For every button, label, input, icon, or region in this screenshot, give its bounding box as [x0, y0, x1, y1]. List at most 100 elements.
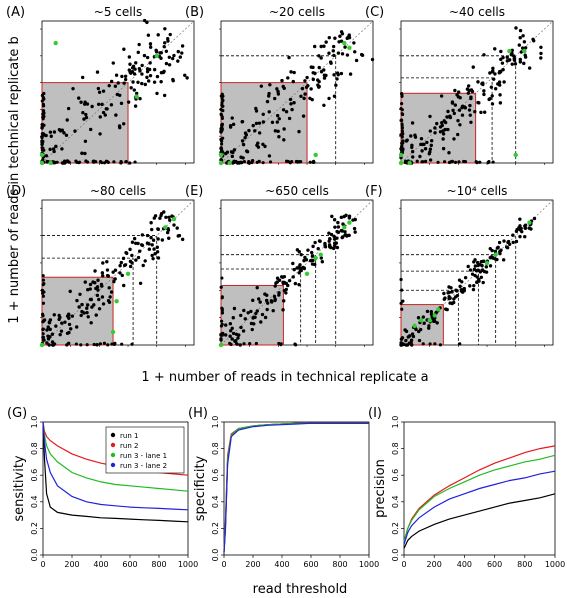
data-point: [69, 327, 73, 331]
data-point: [155, 74, 160, 79]
legend-marker: [110, 452, 116, 458]
data-point: [518, 28, 523, 33]
data-point: [100, 295, 105, 299]
data-point: [292, 70, 296, 75]
data-point: [498, 69, 502, 74]
outlier-point: [484, 260, 490, 266]
plot-frame: [400, 199, 554, 346]
data-point: [493, 257, 497, 261]
data-point: [340, 32, 345, 36]
data-point: [129, 86, 133, 90]
data-point: [170, 214, 174, 218]
data-point: [327, 35, 332, 40]
plot-frame: [42, 421, 189, 556]
data-point: [455, 293, 460, 298]
data-point: [259, 84, 264, 88]
data-point: [123, 74, 128, 78]
data-point: [118, 271, 122, 275]
data-point: [399, 301, 403, 306]
data-point: [425, 140, 429, 145]
data-point: [127, 55, 132, 59]
outlier-point: [110, 329, 116, 335]
data-point: [95, 293, 100, 298]
data-point: [137, 42, 141, 47]
data-point: [118, 125, 122, 130]
data-point: [475, 260, 480, 265]
data-point: [109, 103, 114, 107]
data-point: [282, 274, 287, 279]
x-tick-label: 600: [122, 560, 137, 569]
data-point: [263, 315, 268, 320]
data-point: [41, 117, 45, 121]
data-point: [302, 258, 306, 263]
data-point: [48, 318, 53, 322]
y-axis-label: sensitivity: [12, 455, 27, 522]
data-point: [145, 233, 150, 238]
data-point: [319, 56, 323, 60]
y-tick-label: 1.0: [211, 416, 220, 429]
data-point: [221, 104, 225, 108]
data-point: [122, 47, 126, 51]
data-point: [60, 147, 64, 151]
data-point: [130, 261, 134, 265]
data-point: [133, 104, 138, 108]
data-point: [275, 280, 279, 284]
data-point: [240, 119, 245, 124]
plot-frame: [223, 421, 370, 556]
data-point: [511, 240, 515, 245]
x-tick-label: 200: [245, 560, 260, 569]
data-point: [163, 41, 167, 45]
data-point: [109, 79, 114, 84]
data-point: [220, 307, 224, 311]
legend-label: run 3 - lane 1: [120, 452, 167, 460]
data-point: [422, 321, 426, 325]
series-line: [403, 445, 556, 542]
data-point: [416, 316, 421, 320]
x-tick-label: 800: [151, 560, 166, 569]
threshold-line: [401, 55, 517, 163]
data-point: [236, 160, 240, 165]
data-point: [156, 33, 160, 37]
data-point: [491, 160, 495, 164]
data-point: [250, 160, 254, 165]
data-point: [532, 39, 536, 43]
data-point: [331, 49, 335, 53]
data-point: [96, 288, 100, 292]
data-point: [310, 254, 315, 258]
data-point: [273, 298, 277, 302]
data-point: [114, 73, 119, 77]
data-point: [152, 247, 156, 251]
data-point: [106, 274, 111, 278]
data-point: [156, 237, 160, 241]
data-point: [400, 336, 405, 340]
data-point: [489, 85, 494, 89]
data-point: [468, 113, 472, 117]
data-point: [66, 106, 71, 111]
data-point: [248, 341, 252, 346]
data-point: [481, 280, 485, 285]
series-line: [403, 493, 556, 549]
data-point: [42, 338, 46, 342]
data-point: [257, 121, 262, 125]
data-point: [165, 230, 170, 235]
data-point: [458, 96, 462, 100]
data-point: [180, 51, 184, 55]
data-point: [521, 34, 525, 38]
data-point: [347, 214, 352, 218]
identity-line: [41, 20, 195, 164]
panel-letter: (D): [6, 184, 26, 199]
data-point: [92, 159, 96, 163]
outlier-point: [342, 225, 347, 230]
data-point: [85, 102, 90, 106]
data-point: [229, 329, 233, 333]
data-point: [85, 343, 89, 347]
data-point: [309, 65, 313, 69]
data-point: [428, 114, 432, 119]
data-point: [41, 327, 45, 331]
data-point: [299, 94, 303, 98]
data-point: [352, 226, 357, 231]
data-point: [501, 55, 505, 60]
data-point: [323, 243, 327, 248]
data-point: [267, 91, 271, 96]
data-point: [66, 312, 71, 316]
